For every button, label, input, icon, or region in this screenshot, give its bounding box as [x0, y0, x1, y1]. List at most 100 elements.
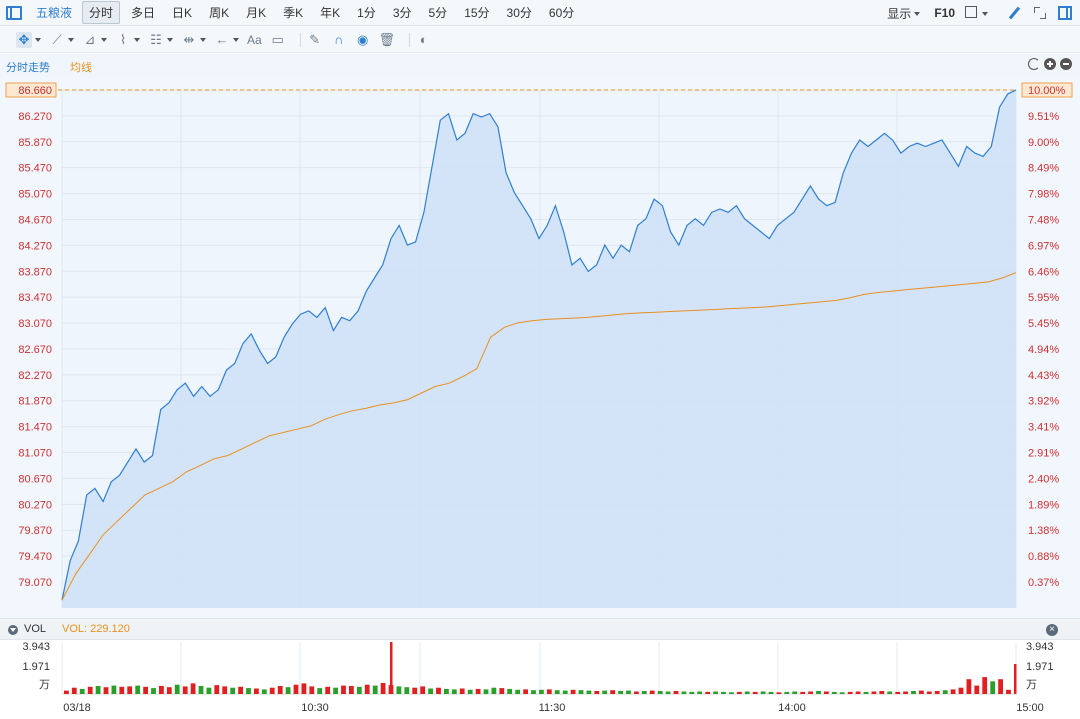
period-tab-8[interactable]: 3分: [392, 6, 412, 20]
square-icon: [965, 5, 977, 18]
volume-bar: [911, 691, 916, 694]
vol-title: VOL: [24, 623, 47, 635]
volume-bar: [982, 677, 988, 694]
volume-bar: [752, 691, 758, 694]
wave-tool[interactable]: ⌇: [115, 32, 140, 48]
volume-bar: [808, 691, 813, 694]
volume-bar: [792, 691, 798, 694]
visibility-tool[interactable]: ◉: [355, 32, 371, 48]
period-tab-11[interactable]: 30分: [506, 6, 532, 20]
undo-icon[interactable]: [1028, 58, 1040, 70]
sidebar-toggle-icon[interactable]: [1058, 6, 1072, 20]
measure-icon: ⇹: [183, 31, 195, 47]
text-tool[interactable]: Aa: [247, 32, 262, 48]
delete-tool[interactable]: 🗑: [378, 32, 395, 48]
volume-bar: [309, 686, 315, 694]
wave-icon: ⌇: [119, 31, 127, 47]
panel-toggle-icon[interactable]: [6, 5, 22, 20]
volume-bar: [610, 690, 616, 694]
period-tab-6[interactable]: 年K: [320, 6, 341, 20]
layout-select[interactable]: [965, 5, 988, 21]
period-tab-10[interactable]: 15分: [464, 6, 490, 20]
y-tick-label-right: 5.45%: [1028, 318, 1059, 330]
volume-bar: [317, 688, 323, 694]
volume-bar: [182, 686, 188, 694]
f10-button[interactable]: F10: [934, 6, 955, 20]
volume-bar: [436, 687, 441, 694]
ray-tool[interactable]: ⊿: [82, 32, 107, 48]
volume-bar: [903, 691, 908, 694]
price-line: [61, 89, 1017, 601]
fib-tool[interactable]: ☷: [148, 32, 173, 48]
volume-bar: [649, 690, 655, 694]
divider: [408, 32, 410, 47]
move-icon: ✥: [16, 31, 32, 48]
volume-bar: [998, 679, 1003, 694]
move-tool[interactable]: ✥: [16, 31, 41, 48]
volume-chart[interactable]: 3.943 3.943 1.971 1.971 万 万 03/18 10:30 11:30 14:…: [0, 640, 1080, 719]
y-tick-label-left: 79.870: [18, 525, 52, 537]
eraser-tool[interactable]: ✎: [307, 32, 323, 48]
vol-y-label-right: 万: [1026, 679, 1037, 691]
avg-line: [61, 272, 1017, 601]
volume-bar: [816, 691, 821, 694]
lock-tool[interactable]: ◐: [416, 32, 432, 48]
top-price-box: [5, 82, 57, 98]
measure-tool[interactable]: ⇹: [181, 32, 206, 48]
line-tool[interactable]: ⟋: [49, 32, 74, 48]
volume-bar: [657, 691, 663, 694]
divider: [299, 32, 301, 47]
fullscreen-icon[interactable]: [1034, 7, 1046, 19]
period-tabs: 分时 多日 日K 周K 月K 季K 年K 1分 3分 5分 15分 30分 60分: [82, 0, 585, 26]
period-tab-3[interactable]: 周K: [209, 6, 230, 20]
volume-bar: [261, 689, 267, 694]
period-tab-12[interactable]: 60分: [548, 6, 575, 20]
close-icon[interactable]: ×: [1046, 624, 1058, 636]
zoom-out-icon[interactable]: [1060, 58, 1072, 70]
y-tick-label-left: 85.070: [18, 189, 52, 201]
period-tab-1[interactable]: 多日: [131, 6, 156, 20]
y-tick-label-left: 79.470: [18, 551, 52, 563]
arrow-tool[interactable]: ←: [214, 32, 239, 48]
volume-bar: [151, 688, 156, 694]
volume-bar: [776, 692, 782, 694]
period-tab-2[interactable]: 日K: [172, 6, 193, 20]
display-button[interactable]: 显示: [887, 5, 921, 22]
volume-bar: [602, 690, 608, 694]
vol-y-label-left: 1.971: [22, 661, 50, 673]
eraser-icon: ✎: [309, 31, 321, 47]
period-tab-9[interactable]: 5分: [428, 6, 448, 20]
collapse-icon[interactable]: [8, 625, 18, 635]
period-tab-0[interactable]: 分时: [82, 1, 121, 24]
zoom-tools: [1024, 58, 1072, 70]
eye-icon: ◉: [357, 31, 369, 47]
top-pct-box: [1021, 82, 1073, 98]
volume-bar: [135, 685, 141, 694]
volume-bar: [697, 691, 703, 694]
comment-tool[interactable]: ▭: [270, 32, 286, 48]
period-tab-4[interactable]: 月K: [246, 6, 267, 20]
zoom-in-icon[interactable]: [1044, 58, 1056, 70]
volume-bar: [784, 691, 790, 694]
volume-bar: [64, 690, 69, 694]
y-tick-label-right: 0.88%: [1028, 551, 1059, 563]
top-toolbar: 五粮液 分时 多日 日K 周K 月K 季K 年K 1分 3分 5分 15分 30分 60分 显示 F10: [0, 0, 1080, 26]
y-tick-label-left: 83.070: [18, 318, 52, 330]
volume-bar: [428, 688, 433, 694]
period-tab-7[interactable]: 1分: [357, 6, 376, 20]
volume-bar: [554, 690, 560, 694]
y-tick-label-left: 82.670: [18, 344, 52, 356]
volume-bar: [71, 687, 77, 694]
intraday-price-chart[interactable]: 86.660 10.00% 86.270 9.51% 85.870 9.00% 85.470…: [0, 78, 1080, 618]
stock-name[interactable]: 五粮液: [36, 6, 73, 20]
volume-close-bar: [1014, 664, 1017, 694]
pen-icon[interactable]: [1008, 7, 1020, 19]
volume-bar: [705, 691, 711, 694]
volume-bar: [594, 691, 600, 694]
period-tab-5[interactable]: 季K: [283, 6, 304, 20]
volume-bar: [103, 687, 109, 694]
toggle-icon: ◐: [419, 32, 428, 47]
magnet-tool[interactable]: ∩: [331, 32, 347, 48]
volume-bar: [855, 691, 861, 694]
volume-bar: [246, 688, 251, 694]
